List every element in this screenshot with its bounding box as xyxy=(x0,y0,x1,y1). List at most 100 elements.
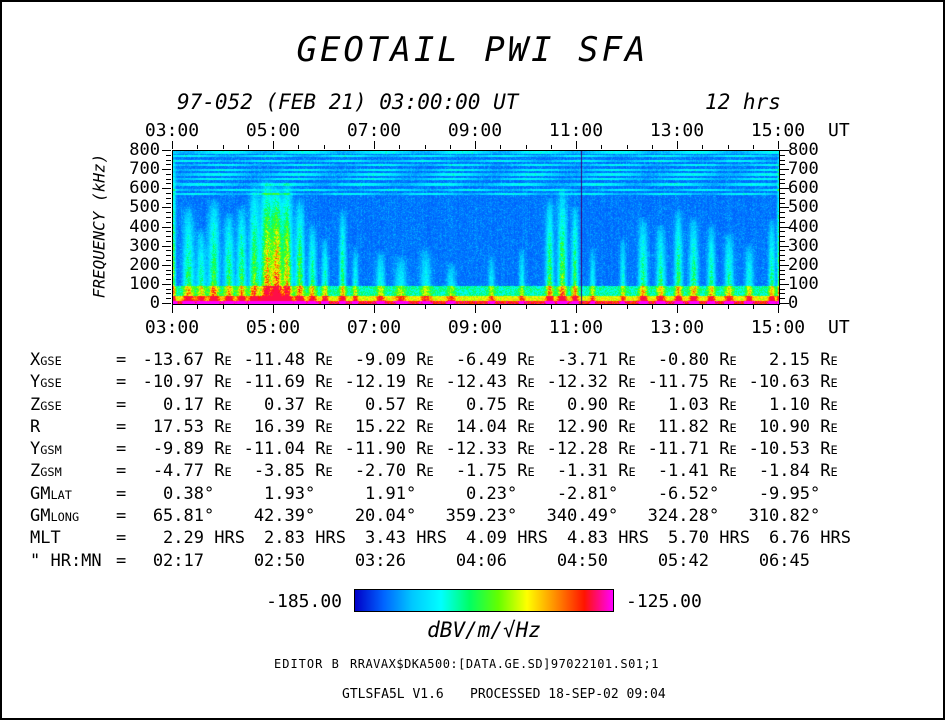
tick-mark xyxy=(374,305,375,313)
value-number: -2.81 xyxy=(556,483,608,504)
ephemeris-value-cell: -11.71 RE xyxy=(647,438,748,460)
tick-mark xyxy=(780,283,789,285)
value-number: -1.84 xyxy=(758,461,810,482)
value-number: 0.23 xyxy=(466,483,507,504)
value-unit: RE xyxy=(204,439,232,460)
x-axis-unit-top: UT xyxy=(828,120,850,141)
start-time-label: 97-052 (FEB 21) 03:00:00 UT xyxy=(177,90,519,114)
tick-mark xyxy=(273,141,274,149)
value-number: -11.75 xyxy=(647,372,709,393)
value-unit xyxy=(810,550,849,572)
value-number: 1.10 xyxy=(769,394,810,415)
value-number: 4.83 xyxy=(567,528,608,549)
tick-mark xyxy=(626,145,628,149)
ephemeris-value-cell: -11.69 RE xyxy=(243,371,344,393)
ephemeris-row-label: YGSE xyxy=(30,372,62,393)
tick-mark xyxy=(162,245,171,247)
ephemeris-row-label: GMLAT xyxy=(30,483,72,504)
tick-mark xyxy=(197,145,199,149)
tick-mark xyxy=(162,264,171,266)
tick-mark xyxy=(651,305,653,309)
y-tick-label-left: 800 xyxy=(129,140,160,160)
ephemeris-value-cell: 03:26 xyxy=(344,550,445,572)
value-unit: ° xyxy=(810,506,821,527)
tick-mark xyxy=(247,145,249,149)
tick-mark xyxy=(166,212,171,214)
tick-mark xyxy=(166,183,171,185)
equals-sign: = xyxy=(116,394,127,415)
tick-mark xyxy=(780,164,785,166)
tick-mark xyxy=(166,279,171,281)
value-unit: RE xyxy=(305,372,333,393)
y-tick-label-right: 300 xyxy=(788,235,819,256)
value-unit: ° xyxy=(507,483,518,504)
value-number: 4.09 xyxy=(466,528,507,549)
ephemeris-value-cell: 0.17 RE xyxy=(142,394,243,416)
ephemeris-value-cell: -2.70 RE xyxy=(344,460,445,482)
value-unit: RE xyxy=(608,372,636,393)
ephemeris-value-cell: 5.70 HRS xyxy=(647,527,750,549)
equals-sign: = xyxy=(116,350,127,370)
value-unit: HRS xyxy=(810,528,851,549)
value-number: 359.23 xyxy=(445,506,507,527)
y-tick-label-left: 600 xyxy=(129,178,160,199)
tick-mark xyxy=(601,145,603,149)
value-number: 04:06 xyxy=(455,550,507,571)
ephemeris-value-cell: -2.81 ° xyxy=(546,483,647,505)
value-unit: RE xyxy=(204,416,232,437)
value-number: -11.48 xyxy=(243,350,305,370)
tick-mark xyxy=(166,259,171,261)
ephemeris-value-cell: -9.95 ° xyxy=(748,483,849,505)
ephemeris-value-cell: -4.77 RE xyxy=(142,460,243,482)
ephemeris-value-cell: 0.23 ° xyxy=(445,483,546,505)
value-unit: RE xyxy=(709,394,737,415)
ephemeris-row-2: ZGSE = 0.17 RE 0.37 RE 0.57 RE 0.75 RE 0.90 RE… xyxy=(30,394,849,416)
tick-mark xyxy=(780,303,789,304)
value-unit: ° xyxy=(709,483,720,504)
value-unit: RE xyxy=(709,439,737,460)
value-unit: ° xyxy=(709,506,720,527)
value-unit: ° xyxy=(204,506,215,527)
tick-mark xyxy=(222,145,224,149)
value-number: -12.19 xyxy=(344,372,406,393)
tick-mark xyxy=(166,173,171,175)
y-tick-label-right: 700 xyxy=(788,159,819,180)
y-tick-label-left: 300 xyxy=(129,235,160,256)
ephemeris-value-cell: 0.57 RE xyxy=(344,394,445,416)
value-number: -4.77 xyxy=(152,461,204,482)
tick-mark xyxy=(780,250,785,252)
tick-mark xyxy=(780,279,785,281)
tick-mark xyxy=(166,288,171,290)
tick-mark xyxy=(162,226,171,228)
tick-mark xyxy=(752,145,754,149)
value-unit: RE xyxy=(507,394,535,415)
ephemeris-row-3: R = 17.53 RE 16.39 RE 15.22 RE 14.04 RE 12.90 … xyxy=(30,416,849,438)
tick-mark xyxy=(780,183,785,185)
ephemeris-value-cell: 2.83 HRS xyxy=(243,527,346,549)
value-number: -9.09 xyxy=(354,350,406,370)
colorbar-min-label: -185.00 xyxy=(266,591,342,612)
tick-mark xyxy=(778,141,779,149)
value-number: 0.17 xyxy=(163,394,204,415)
value-number: 0.57 xyxy=(365,394,406,415)
ephemeris-value-cell: -10.97 RE xyxy=(142,371,243,393)
value-number: -12.32 xyxy=(546,372,608,393)
ephemeris-value-cell: 04:50 xyxy=(546,550,647,572)
value-number: 15.22 xyxy=(354,416,406,437)
tick-mark xyxy=(166,274,171,276)
editor-label: EDITOR B xyxy=(274,657,340,671)
value-number: 42.39 xyxy=(253,506,305,527)
value-unit: RE xyxy=(406,439,434,460)
ephemeris-row-5: ZGSM = -4.77 RE -3.85 RE -2.70 RE -1.75 RE -1.… xyxy=(30,460,849,482)
value-unit: RE xyxy=(709,461,737,482)
ephemeris-value-cell: -12.19 RE xyxy=(344,371,445,393)
ephemeris-row-label: GMLONG xyxy=(30,506,80,527)
value-unit: RE xyxy=(406,416,434,437)
value-unit: RE xyxy=(810,372,838,393)
ephemeris-value-cell: 324.28 ° xyxy=(647,505,748,527)
ephemeris-value-cell: 04:06 xyxy=(445,550,546,572)
value-number: -13.67 xyxy=(142,350,204,370)
tick-mark xyxy=(780,212,785,214)
tick-mark xyxy=(651,145,653,149)
tick-mark xyxy=(166,193,171,195)
